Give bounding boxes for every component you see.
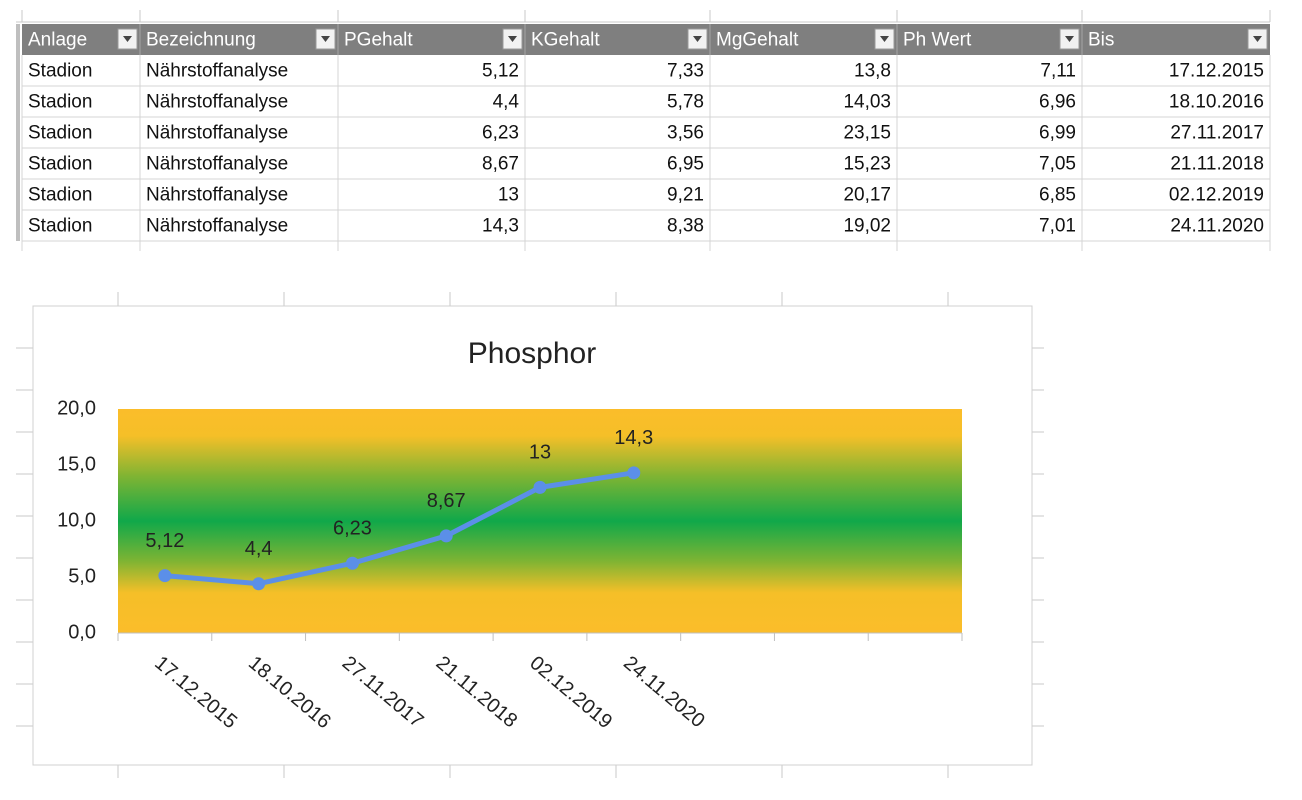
- table-cell: 17.12.2015: [1169, 61, 1264, 82]
- filter-arrow: [321, 36, 330, 42]
- table-cell: 19,02: [843, 216, 891, 237]
- table-cell: Nährstoffanalyse: [146, 216, 288, 237]
- filter-arrow: [123, 36, 132, 42]
- header-cell: KGehalt: [531, 30, 600, 51]
- data-label: 4,4: [245, 538, 273, 560]
- data-line: [162, 470, 637, 587]
- table-cell: Nährstoffanalyse: [146, 123, 288, 144]
- data-label: 8,67: [427, 490, 466, 512]
- row-marker: [16, 24, 20, 241]
- header-cell: Bezeichnung: [146, 30, 256, 51]
- table-cell: 6,85: [1039, 185, 1076, 206]
- filter-arrow: [693, 36, 702, 42]
- table-cell: 27.11.2017: [1170, 123, 1264, 144]
- table-cell: 6,99: [1039, 123, 1076, 144]
- table-cell: Nährstoffanalyse: [146, 61, 288, 82]
- data-point: [252, 577, 266, 591]
- table-cell: 13: [498, 185, 519, 206]
- table-cell: Stadion: [28, 154, 92, 175]
- table-cell: 3,56: [667, 123, 704, 144]
- chart-title: Phosphor: [468, 337, 596, 370]
- header-cell: MgGehalt: [716, 30, 799, 51]
- table-cell: 24.11.2020: [1170, 216, 1264, 237]
- table-cell: Stadion: [28, 185, 92, 206]
- plot-background: [118, 409, 962, 633]
- table-cell: 18.10.2016: [1169, 92, 1264, 113]
- table-cell: 15,23: [843, 154, 891, 175]
- table-cell: 14,3: [482, 216, 519, 237]
- data-point: [345, 556, 359, 570]
- table-cell: 14,03: [843, 92, 891, 113]
- table-cell: 6,96: [1039, 92, 1076, 113]
- filter-arrow: [508, 36, 517, 42]
- header-cell: Anlage: [28, 30, 87, 51]
- table-cell: Stadion: [28, 61, 92, 82]
- table-cell: Nährstoffanalyse: [146, 92, 288, 113]
- header-cell: Bis: [1088, 30, 1114, 51]
- table-cell: 23,15: [843, 123, 891, 144]
- table-cell: 8,67: [482, 154, 519, 175]
- table-cell: Nährstoffanalyse: [146, 154, 288, 175]
- y-tick-label: 20,0: [57, 397, 96, 419]
- y-tick-label: 5,0: [68, 565, 96, 587]
- table-cell: 5,78: [667, 92, 704, 113]
- table-cell: 4,4: [493, 92, 520, 113]
- filter-arrow: [1253, 36, 1262, 42]
- table-cell: Nährstoffanalyse: [146, 185, 288, 206]
- y-tick-label: 0,0: [68, 621, 96, 643]
- y-tick-label: 10,0: [57, 509, 96, 531]
- table-cell: 02.12.2019: [1169, 185, 1264, 206]
- table-cell: 7,33: [667, 61, 704, 82]
- data-point: [533, 480, 547, 494]
- data-point: [627, 466, 641, 480]
- filter-arrow: [1065, 36, 1074, 42]
- table-cell: 5,12: [482, 61, 519, 82]
- y-tick-label: 15,0: [57, 453, 96, 475]
- table-cell: Stadion: [28, 92, 92, 113]
- table-cell: 6,23: [482, 123, 519, 144]
- header-cell: Ph Wert: [903, 30, 972, 51]
- data-label: 14,3: [614, 427, 653, 449]
- table-cell: 7,11: [1040, 61, 1076, 82]
- data-point: [439, 529, 453, 543]
- header-cell: PGehalt: [344, 30, 413, 51]
- data-label: 5,12: [145, 530, 184, 552]
- table-cell: 8,38: [667, 216, 704, 237]
- data-label: 6,23: [333, 518, 372, 540]
- table-cell: 13,8: [854, 61, 891, 82]
- table-cell: 9,21: [667, 185, 704, 206]
- table-cell: 6,95: [667, 154, 704, 175]
- table-cell: 7,01: [1039, 216, 1076, 237]
- table-cell: 7,05: [1039, 154, 1076, 175]
- table-cell: Stadion: [28, 216, 92, 237]
- table-cell: Stadion: [28, 123, 92, 144]
- data-point: [158, 569, 172, 583]
- data-label: 13: [529, 442, 551, 464]
- filter-arrow: [880, 36, 889, 42]
- table-cell: 21.11.2018: [1170, 154, 1264, 175]
- table-cell: 20,17: [843, 185, 891, 206]
